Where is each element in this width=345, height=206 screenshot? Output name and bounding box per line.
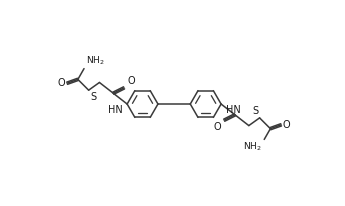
Text: S: S: [252, 106, 258, 116]
Text: O: O: [214, 122, 221, 132]
Text: NH$_2$: NH$_2$: [243, 141, 262, 153]
Text: NH$_2$: NH$_2$: [86, 55, 105, 67]
Text: S: S: [90, 92, 96, 102]
Text: HN: HN: [226, 105, 240, 115]
Text: HN: HN: [108, 105, 122, 115]
Text: O: O: [283, 120, 290, 130]
Text: O: O: [58, 78, 66, 88]
Text: O: O: [127, 76, 135, 86]
